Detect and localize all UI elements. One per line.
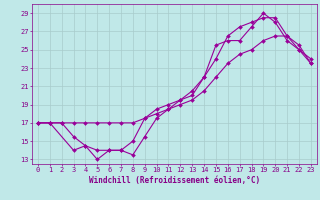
X-axis label: Windchill (Refroidissement éolien,°C): Windchill (Refroidissement éolien,°C) bbox=[89, 176, 260, 185]
